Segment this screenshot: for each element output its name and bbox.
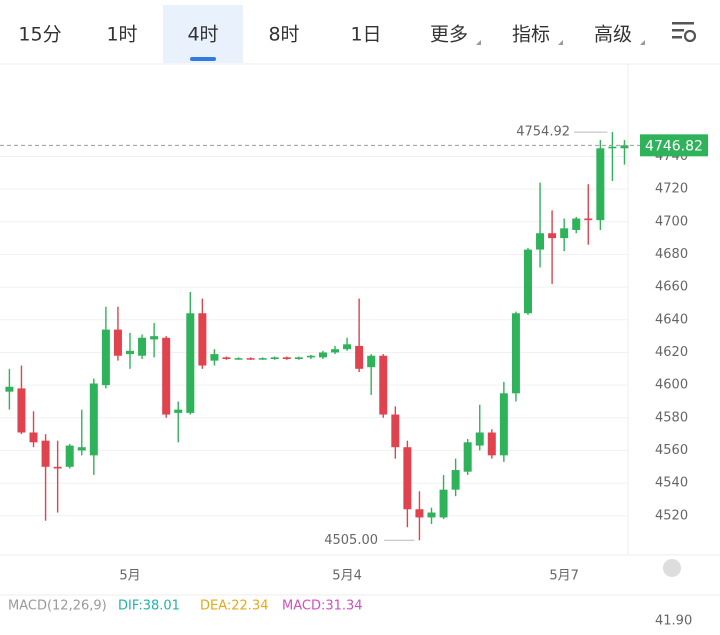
min-marker-label: 4505.00	[324, 533, 378, 548]
candle-body	[53, 466, 62, 469]
candle-body	[294, 357, 303, 359]
candle-body	[391, 414, 400, 448]
candle-body	[210, 354, 219, 361]
candle-body	[113, 329, 122, 356]
tab[interactable]: 1时	[106, 24, 137, 46]
candle-body	[5, 386, 14, 392]
candle-body	[318, 352, 327, 358]
x-tick-label: 5月7	[549, 569, 579, 584]
candle-body	[174, 409, 183, 413]
candle-body	[511, 313, 520, 394]
dropdown-arrow	[558, 40, 563, 45]
candle-body	[258, 358, 267, 360]
tab[interactable]: 指标	[512, 24, 550, 46]
candle-body	[198, 313, 207, 366]
y-tick-label: 4700	[655, 214, 688, 229]
candle-body	[306, 355, 315, 358]
last-price-tag	[640, 134, 708, 157]
last-price-label: 4746.82	[645, 138, 703, 154]
candle-body	[620, 145, 629, 149]
tab[interactable]: 1日	[350, 24, 381, 46]
y-tick-label: 4660	[655, 280, 688, 295]
candle-body	[101, 329, 110, 386]
y-tick-label: 4560	[655, 443, 688, 458]
tab-bar: 15分 1时 4时 8时 1日 更多 指标 高级	[18, 5, 645, 63]
candle-body	[463, 442, 472, 472]
candle-body	[162, 337, 171, 415]
tab[interactable]: 8时	[268, 24, 299, 46]
active-tab-underline	[190, 57, 216, 61]
dropdown-arrow	[476, 40, 481, 45]
candle-body	[427, 512, 436, 518]
candle-body	[246, 358, 255, 360]
candle-body	[451, 470, 460, 490]
candle-body	[560, 228, 569, 239]
active-tab-bg	[163, 5, 243, 63]
y-tick-label: 4600	[655, 378, 688, 393]
candle-body	[379, 355, 388, 415]
tab[interactable]: 高级	[594, 24, 632, 46]
y-tick-label: 4620	[655, 345, 688, 360]
tab[interactable]: 更多	[430, 24, 468, 46]
candle-body	[17, 388, 26, 433]
x-tick-label: 5月4	[332, 569, 362, 584]
y-tick-label: 4720	[655, 182, 688, 197]
candle-body	[439, 489, 448, 518]
candle-body	[186, 313, 195, 413]
tab[interactable]: 4时	[187, 24, 218, 46]
plot: 4520 4540 4560 4580 4600 4620 4640 4660 4680 4700…	[0, 125, 708, 584]
candle-body	[475, 432, 484, 446]
indicator-panel: MACD(12,26,9) DIF:38.01 DEA:22.34 MACD:31.3…	[8, 599, 692, 629]
y-tick-label: 4580	[655, 410, 688, 425]
tab[interactable]: 15分	[18, 24, 61, 46]
candle-body	[331, 349, 340, 353]
candle-body	[41, 440, 50, 467]
candle-body	[343, 344, 352, 350]
candle-body	[584, 218, 593, 221]
indicator-axis-label: 41.90	[655, 614, 692, 629]
candle-body	[548, 233, 557, 239]
indicator-text: DIF:38.01	[118, 599, 180, 614]
dropdown-arrow	[640, 40, 645, 45]
candle-body	[367, 355, 376, 368]
y-tick-label: 4540	[655, 476, 688, 491]
candle-body	[29, 432, 38, 443]
x-tick-label: 5月	[119, 569, 140, 584]
candle-body	[596, 148, 605, 221]
candle-body	[270, 357, 279, 359]
candle-body	[608, 146, 617, 149]
scale-toggle[interactable]	[663, 559, 681, 577]
indicator-text: DEA:22.34	[200, 599, 269, 614]
max-marker-label: 4754.92	[516, 125, 570, 140]
candle-body	[415, 509, 424, 518]
candle-body	[234, 358, 243, 360]
candle-body	[138, 337, 147, 356]
candle-body	[89, 383, 98, 456]
settings-icon[interactable]	[672, 22, 697, 43]
indicator-text: MACD:31.34	[282, 599, 363, 614]
y-tick-label: 4520	[655, 508, 688, 523]
candle-body	[65, 445, 74, 467]
candle-body	[77, 447, 86, 451]
candle-body	[572, 218, 581, 230]
candle-body	[282, 357, 291, 359]
candle-body	[499, 393, 508, 456]
candle-body	[487, 432, 496, 456]
candle-body	[126, 350, 134, 355]
candle-body	[523, 249, 532, 314]
candle-body	[403, 447, 412, 510]
candle-body	[222, 357, 231, 359]
indicator-text: MACD(12,26,9)	[8, 599, 107, 614]
y-tick-label: 4680	[655, 247, 688, 262]
y-tick-label: 4640	[655, 312, 688, 327]
candle-body	[150, 336, 159, 340]
candle-body	[536, 233, 545, 250]
candle-body	[355, 345, 364, 369]
